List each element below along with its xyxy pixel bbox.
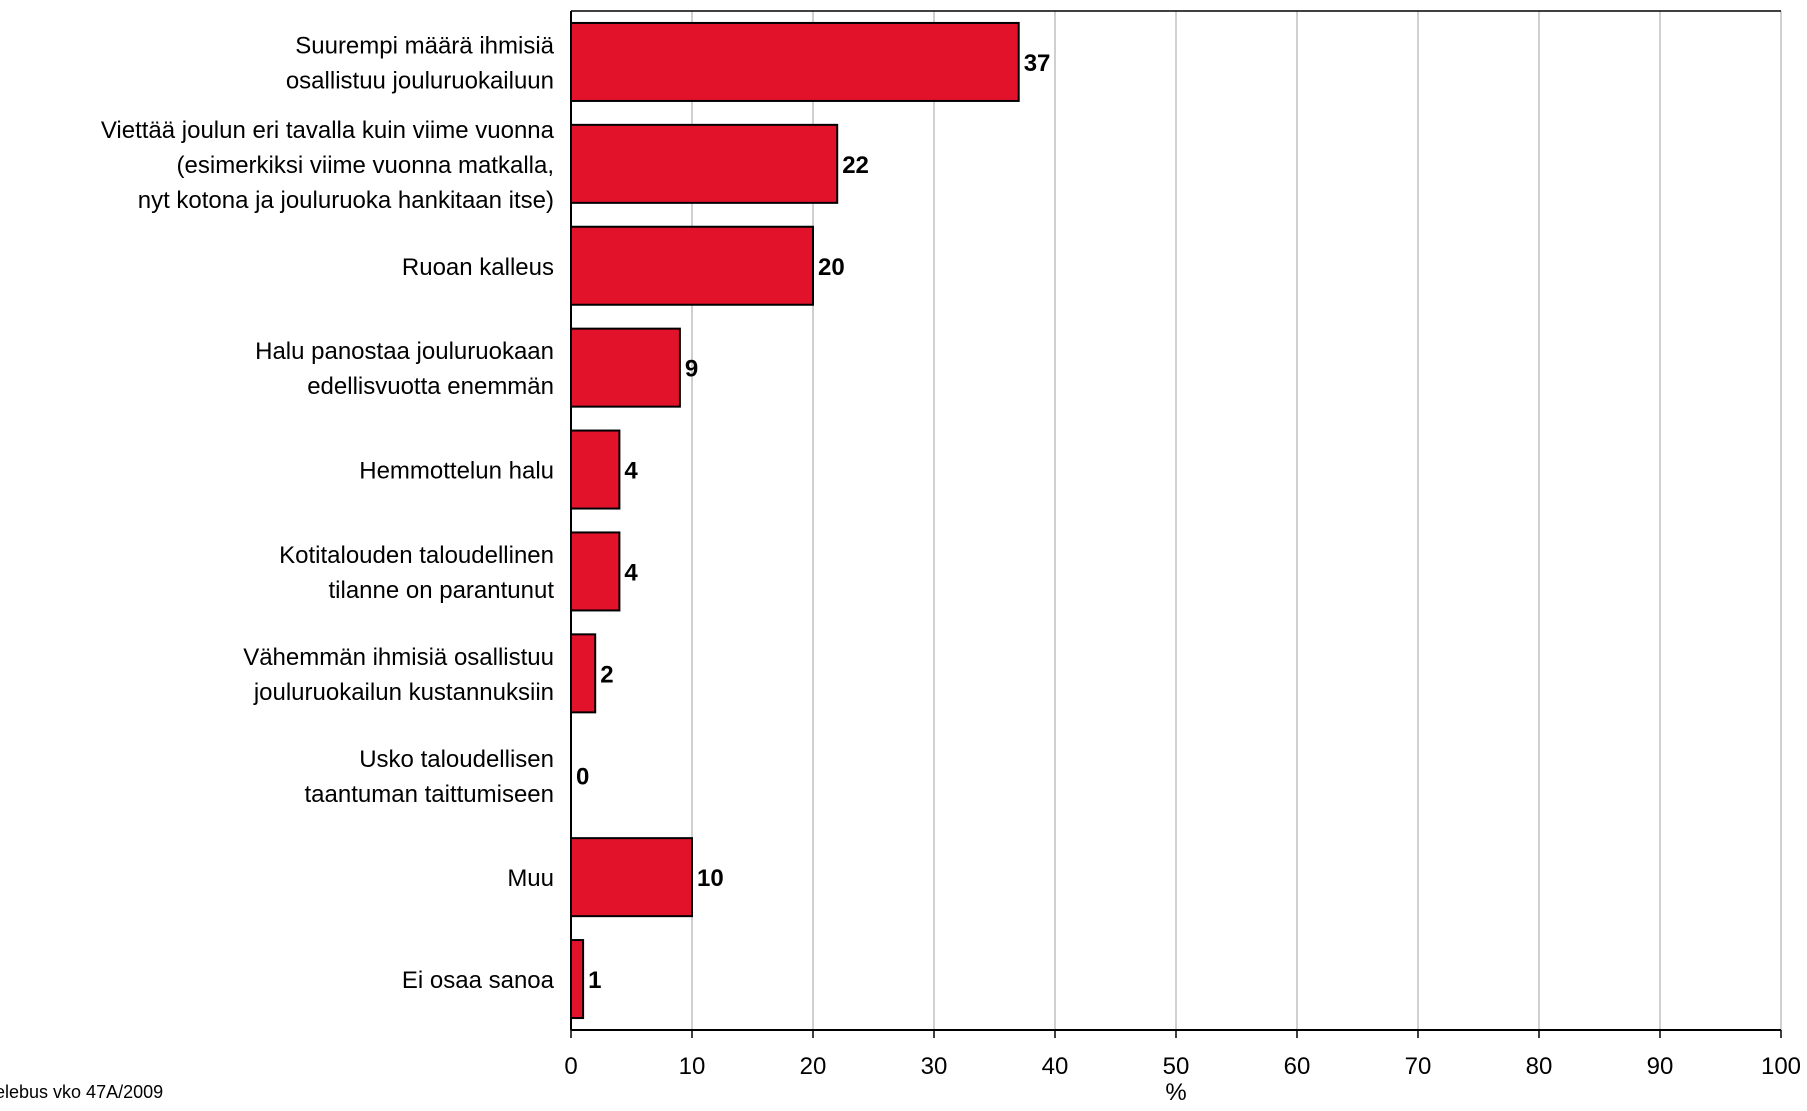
category-label: Vähemmän ihmisiä osallistuu jouluruokailu… (243, 644, 554, 706)
bar (570, 429, 621, 510)
category-label: Kotitalouden taloudellinen tilanne on par… (279, 542, 554, 604)
axes (570, 10, 1782, 1038)
x-tick-label: 50 (1163, 1053, 1190, 1080)
x-tick-label: 80 (1526, 1053, 1553, 1080)
bar (570, 837, 693, 918)
x-tick-labels: 0 10 20 30 40 50 60 70 80 90 100 (564, 1053, 1801, 1080)
category-label: Ei osaa sanoa (402, 967, 555, 994)
data-label: 22 (842, 152, 869, 179)
data-label: 9 (685, 356, 698, 383)
bars (570, 21, 1020, 1020)
source-note: Telebus vko 47A/2009 (0, 1082, 164, 1102)
data-label: 20 (818, 254, 845, 281)
bar (570, 327, 681, 408)
x-tick-label: 20 (800, 1053, 827, 1080)
data-label: 10 (697, 865, 724, 892)
category-labels: Suurempi määrä ihmisiä osallistuu jouluru… (101, 32, 555, 994)
x-tick-label: 90 (1647, 1053, 1674, 1080)
data-label: 37 (1024, 50, 1051, 77)
bar (570, 633, 597, 714)
category-label: Halu panostaa jouluruokaan edellisvuotta … (255, 338, 554, 400)
x-tick-label: 10 (679, 1053, 706, 1080)
x-tick-label: 0 (564, 1053, 577, 1080)
category-label: Ruoan kalleus (402, 254, 554, 281)
x-tick-label: 60 (1284, 1053, 1311, 1080)
bar (570, 939, 585, 1020)
category-label: Viettää joulun eri tavalla kuin viime vu… (101, 117, 555, 214)
category-label: Hemmottelun halu (359, 458, 554, 485)
data-label: 1 (588, 967, 601, 994)
bar (570, 123, 839, 204)
category-label: Suurempi määrä ihmisiä osallistuu jouluru… (286, 32, 555, 94)
x-tick-label: 40 (1042, 1053, 1069, 1080)
data-label: 2 (600, 661, 613, 688)
x-tick-label: 100 (1761, 1053, 1801, 1080)
x-tick-label: 70 (1405, 1053, 1432, 1080)
category-label: Usko taloudellisen taantuman taittumiseen (305, 746, 554, 808)
data-label: 0 (576, 763, 589, 790)
bar (570, 21, 1020, 102)
data-label: 4 (624, 458, 638, 485)
x-tick-label: 30 (921, 1053, 948, 1080)
bar (570, 531, 621, 612)
category-label: Muu (507, 865, 554, 892)
data-label: 4 (624, 559, 638, 586)
x-axis-title: % (1165, 1079, 1186, 1106)
bar (570, 225, 814, 306)
